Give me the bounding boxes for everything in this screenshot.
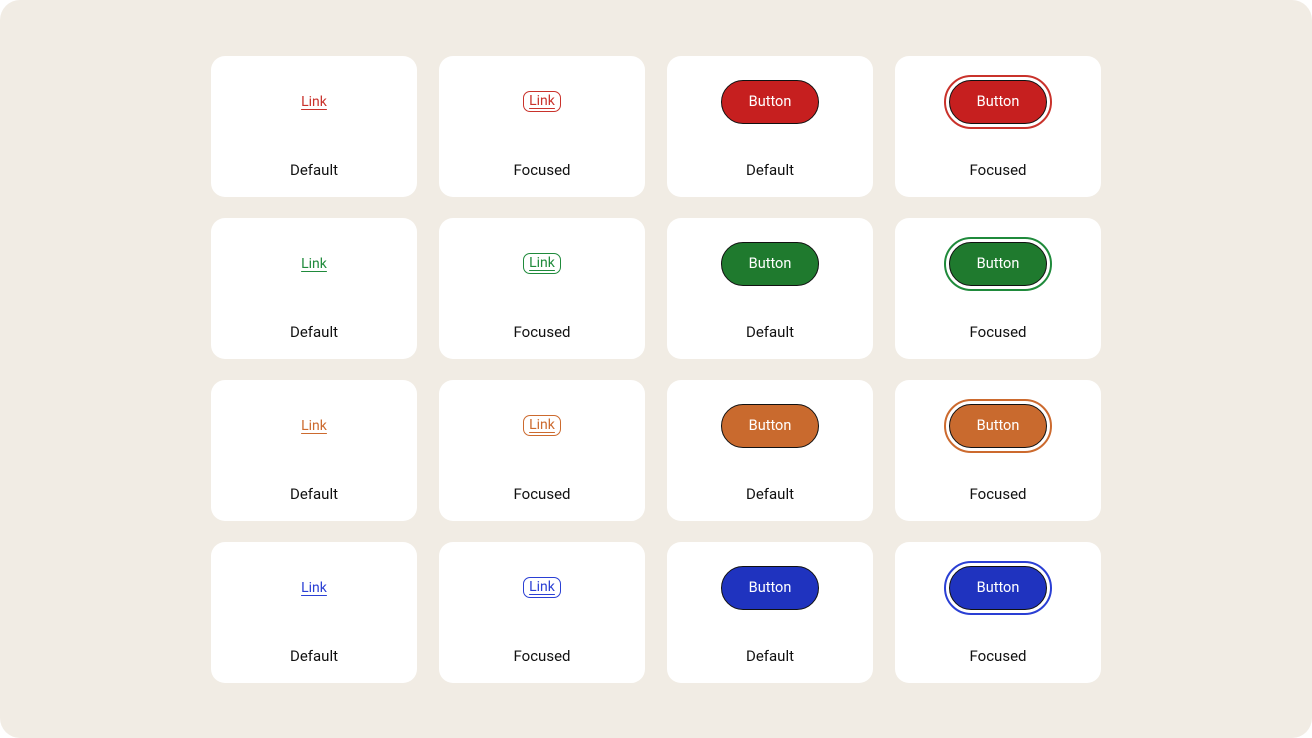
state-label: Focused [970, 647, 1027, 665]
link-blue-default[interactable]: Link [301, 580, 327, 596]
focus-ring-blue: Button [944, 561, 1052, 615]
button-blue-focused[interactable]: Button [949, 566, 1047, 610]
link-green-focused[interactable]: Link [523, 253, 561, 274]
state-label: Focused [514, 485, 571, 503]
card-button-default-red: Button Default [667, 56, 873, 197]
card-button-focused-blue: Button Focused [895, 542, 1101, 683]
card-button-focused-orange: Button Focused [895, 380, 1101, 521]
card-button-focused-red: Button Focused [895, 56, 1101, 197]
state-label: Focused [514, 647, 571, 665]
button-red-focused[interactable]: Button [949, 80, 1047, 124]
card-link-focused-blue: Link Focused [439, 542, 645, 683]
card-link-focused-red: Link Focused [439, 56, 645, 197]
state-label: Focused [970, 323, 1027, 341]
state-label: Focused [970, 161, 1027, 179]
button-green-default[interactable]: Button [721, 242, 819, 286]
state-label: Focused [514, 161, 571, 179]
link-orange-focused[interactable]: Link [523, 415, 561, 436]
button-green-focused[interactable]: Button [949, 242, 1047, 286]
link-blue-focused[interactable]: Link [523, 577, 561, 598]
button-blue-default[interactable]: Button [721, 566, 819, 610]
card-button-default-orange: Button Default [667, 380, 873, 521]
card-button-focused-green: Button Focused [895, 218, 1101, 359]
card-button-default-blue: Button Default [667, 542, 873, 683]
button-orange-default[interactable]: Button [721, 404, 819, 448]
link-green-default[interactable]: Link [301, 256, 327, 272]
card-link-default-red: Link Default [211, 56, 417, 197]
canvas: Link Default Link Focused Button Default… [0, 0, 1312, 738]
state-label: Default [290, 161, 338, 179]
card-link-focused-orange: Link Focused [439, 380, 645, 521]
state-label: Default [746, 647, 794, 665]
card-button-default-green: Button Default [667, 218, 873, 359]
link-red-default[interactable]: Link [301, 94, 327, 110]
state-label: Default [746, 323, 794, 341]
state-label: Default [290, 485, 338, 503]
state-label: Default [290, 647, 338, 665]
state-label: Default [746, 161, 794, 179]
component-grid: Link Default Link Focused Button Default… [211, 56, 1101, 683]
state-label: Focused [970, 485, 1027, 503]
link-red-focused[interactable]: Link [523, 91, 561, 112]
focus-ring-orange: Button [944, 399, 1052, 453]
card-link-focused-green: Link Focused [439, 218, 645, 359]
card-link-default-orange: Link Default [211, 380, 417, 521]
card-link-default-green: Link Default [211, 218, 417, 359]
state-label: Default [290, 323, 338, 341]
state-label: Focused [514, 323, 571, 341]
focus-ring-green: Button [944, 237, 1052, 291]
button-red-default[interactable]: Button [721, 80, 819, 124]
card-link-default-blue: Link Default [211, 542, 417, 683]
link-orange-default[interactable]: Link [301, 418, 327, 434]
state-label: Default [746, 485, 794, 503]
button-orange-focused[interactable]: Button [949, 404, 1047, 448]
focus-ring-red: Button [944, 75, 1052, 129]
